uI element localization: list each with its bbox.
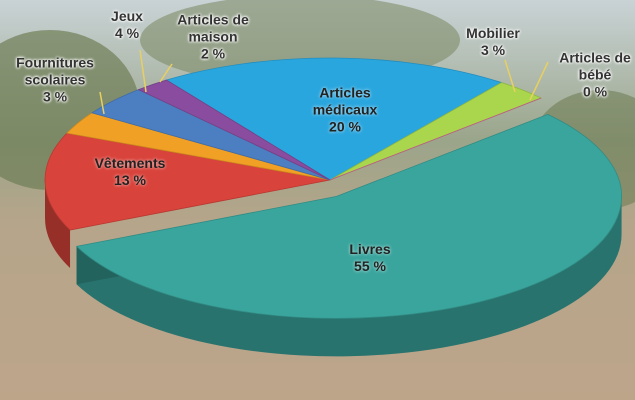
leader-line [99, 91, 105, 115]
value-label: 13 % [114, 172, 146, 188]
category-label: Jeux [111, 8, 143, 24]
slice [165, 57, 503, 181]
pie [44, 57, 622, 357]
value-label: 3 % [42, 88, 68, 105]
leader-line [139, 49, 147, 93]
slice [329, 97, 542, 181]
category-label: Articles de bébé [559, 49, 631, 83]
value-label: 3 % [480, 42, 506, 58]
slice-side [45, 180, 71, 269]
slice [44, 132, 331, 231]
value-label: 4 % [114, 25, 140, 41]
category-label: Articles médicaux [312, 84, 378, 118]
category-label: Vêtements [94, 155, 166, 171]
leader-line [504, 59, 516, 93]
category-label: Articles de maison [177, 11, 249, 45]
slice-label: Vêtements 13 % [85, 155, 175, 189]
slice-label: Fournitures scolaires 3 % [10, 55, 100, 106]
category-label: Fournitures scolaires [16, 54, 94, 88]
value-label: 2 % [200, 45, 226, 62]
category-label: Livres [349, 241, 391, 257]
slice-label: Articles de bébé 0 % [555, 50, 635, 101]
slice-side [76, 196, 622, 357]
leader-lines [99, 49, 549, 115]
category-label: Mobilier [466, 25, 520, 41]
slice-label: Mobilier 3 % [453, 25, 533, 59]
value-label: 0 % [582, 83, 608, 100]
leader-line [529, 61, 549, 101]
slice [137, 79, 331, 181]
leader-line [159, 63, 173, 83]
value-label: 20 % [329, 118, 361, 135]
slice-label: Articles médicaux 20 % [300, 85, 390, 136]
slice-label: Articles de maison 2 % [168, 12, 258, 63]
slice-label: Livres 55 % [330, 241, 410, 275]
value-label: 55 % [354, 258, 386, 274]
slice [75, 113, 622, 319]
slice-label: Jeux 4 % [97, 8, 157, 42]
